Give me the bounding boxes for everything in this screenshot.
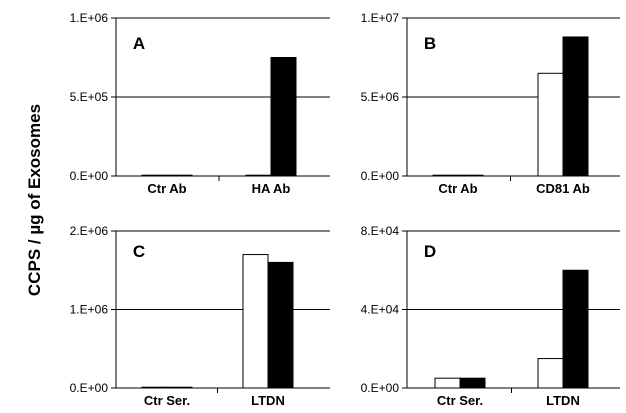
bar-ctr-ser--s1 (434, 377, 461, 389)
panel-d: 0.E+00 4.E+04 8.E+04 Ctr Ser. LTDN D (361, 224, 620, 408)
y-tick-label: 0.E+00 (70, 381, 109, 395)
bar-ltdn-s2 (562, 269, 589, 389)
panel-letter: B (424, 34, 436, 53)
panel-letter: D (424, 242, 436, 261)
panel-letter: A (133, 34, 145, 53)
x-category-label: LTDN (546, 393, 580, 408)
panel-c: 0.E+00 1.E+06 2.E+06 Ctr Ser. LTDN C (70, 224, 330, 408)
y-tick-label: 5.E+05 (70, 90, 109, 104)
bar-ctr-ser--s2 (459, 377, 486, 389)
bar-ltdn-s1 (242, 254, 269, 389)
y-tick-label: 2.E+06 (70, 224, 109, 238)
y-tick-label: 0.E+00 (361, 169, 400, 183)
y-tick-label: 1.E+07 (361, 11, 400, 25)
panel-b: 0.E+00 5.E+06 1.E+07 Ctr Ab CD81 Ab B (361, 11, 620, 196)
y-tick-label: 1.E+06 (70, 303, 109, 317)
y-tick-label: 1.E+06 (70, 11, 109, 25)
bar-ltdn-s2 (267, 261, 294, 389)
bar-ha-ab-s2 (270, 57, 297, 177)
x-category-label: Ctr Ser. (144, 393, 190, 408)
y-axis-label: CCPS / µg of Exosomes (25, 104, 44, 296)
x-category-label: HA Ab (252, 181, 291, 196)
y-tick-label: 4.E+04 (361, 303, 400, 317)
y-tick-label: 0.E+00 (70, 169, 109, 183)
panel-a: 0.E+00 5.E+05 1.E+06 Ctr Ab HA Ab A (70, 11, 330, 196)
bar-cd81-ab-s2 (562, 36, 589, 177)
x-category-label: Ctr Ab (147, 181, 186, 196)
y-tick-label: 8.E+04 (361, 224, 400, 238)
x-category-label: CD81 Ab (536, 181, 590, 196)
x-category-label: LTDN (251, 393, 285, 408)
bar-cd81-ab-s1 (537, 72, 564, 177)
bar-ltdn-s1 (537, 358, 564, 389)
y-tick-label: 0.E+00 (361, 381, 400, 395)
x-category-label: Ctr Ser. (437, 393, 483, 408)
panel-letter: C (133, 242, 145, 261)
y-tick-label: 5.E+06 (361, 90, 400, 104)
x-category-label: Ctr Ab (438, 181, 477, 196)
